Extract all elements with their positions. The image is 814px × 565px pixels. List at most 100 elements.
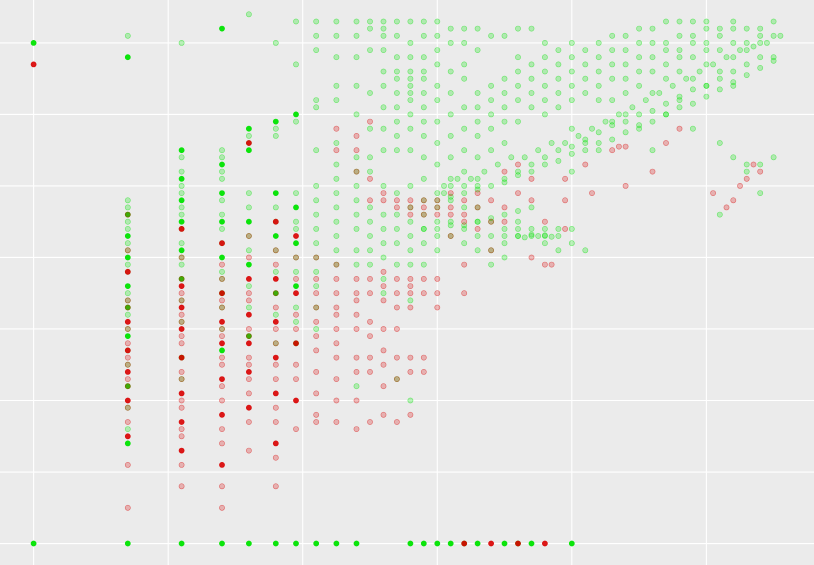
data-point — [367, 218, 373, 225]
data-point — [293, 218, 299, 225]
data-point — [245, 333, 252, 339]
data-point — [568, 168, 575, 175]
data-point — [757, 40, 764, 46]
data-point — [245, 275, 252, 282]
data-point — [461, 204, 468, 211]
data-point — [380, 254, 387, 261]
data-point — [353, 168, 360, 175]
data-point — [474, 25, 481, 32]
data-point — [124, 440, 131, 447]
data-point — [272, 354, 279, 361]
data-point — [272, 361, 279, 368]
data-point — [380, 361, 387, 368]
data-point — [272, 261, 279, 268]
data-point — [178, 311, 185, 318]
data-point — [178, 168, 185, 175]
data-point — [420, 211, 427, 218]
data-point — [757, 65, 764, 71]
data-point — [555, 47, 562, 53]
data-point — [380, 283, 387, 289]
data-point — [488, 32, 494, 39]
data-point — [474, 225, 481, 232]
data-point — [716, 47, 723, 53]
data-point — [245, 254, 252, 261]
data-point — [622, 129, 629, 136]
data-point — [757, 54, 764, 61]
data-point — [333, 18, 340, 25]
data-point — [219, 504, 225, 511]
data-point — [716, 86, 723, 93]
data-point — [501, 75, 508, 82]
data-point — [488, 147, 494, 154]
data-point — [407, 68, 414, 75]
data-point — [353, 132, 360, 139]
data-point — [555, 147, 562, 154]
data-point — [124, 368, 131, 375]
data-point — [245, 297, 252, 304]
data-point — [595, 129, 602, 136]
data-point — [219, 440, 225, 447]
data-point — [676, 54, 683, 61]
data-point — [515, 218, 521, 225]
data-point — [515, 190, 521, 196]
data-point — [663, 111, 669, 118]
data-point — [420, 18, 427, 25]
data-point — [743, 61, 750, 68]
data-point — [420, 225, 427, 232]
data-point — [764, 40, 770, 46]
data-point — [124, 32, 131, 39]
data-point — [528, 25, 535, 32]
data-point — [757, 25, 764, 32]
data-points — [30, 11, 784, 547]
data-point — [447, 132, 454, 139]
data-point — [353, 182, 360, 189]
data-point — [676, 32, 683, 39]
data-point — [474, 247, 481, 254]
data-point — [716, 32, 723, 39]
data-point — [313, 147, 320, 154]
data-point — [649, 108, 656, 114]
data-point — [219, 161, 225, 168]
data-point — [488, 182, 494, 189]
data-point — [30, 61, 37, 68]
data-point — [420, 368, 427, 375]
data-point — [407, 540, 414, 547]
data-point — [272, 318, 279, 325]
data-point — [393, 275, 400, 282]
data-point — [434, 190, 441, 196]
data-point — [434, 118, 441, 125]
data-point — [353, 326, 360, 332]
data-point — [393, 32, 400, 39]
data-point — [420, 175, 427, 182]
data-point — [353, 82, 360, 89]
data-point — [649, 25, 656, 32]
data-point — [434, 233, 441, 239]
data-point — [178, 483, 185, 490]
data-point — [313, 347, 320, 354]
data-point — [690, 54, 696, 61]
data-point — [313, 304, 320, 311]
data-point — [548, 233, 555, 240]
series-0 — [30, 11, 784, 547]
data-point — [219, 154, 225, 161]
data-point — [245, 354, 252, 361]
data-point — [393, 75, 400, 82]
data-point — [636, 68, 642, 75]
data-point — [609, 97, 616, 103]
data-point — [293, 18, 299, 25]
data-point — [293, 283, 299, 289]
data-point — [730, 154, 737, 161]
data-point — [568, 125, 575, 132]
data-point — [562, 197, 568, 204]
data-point — [555, 233, 562, 239]
data-point — [528, 161, 535, 168]
data-point — [333, 175, 340, 182]
data-point — [488, 97, 494, 103]
data-point — [124, 233, 131, 239]
data-point — [393, 354, 400, 361]
data-point — [676, 125, 683, 132]
data-point — [333, 161, 340, 168]
data-point — [367, 47, 373, 53]
data-point — [333, 54, 340, 61]
data-point — [219, 168, 225, 175]
